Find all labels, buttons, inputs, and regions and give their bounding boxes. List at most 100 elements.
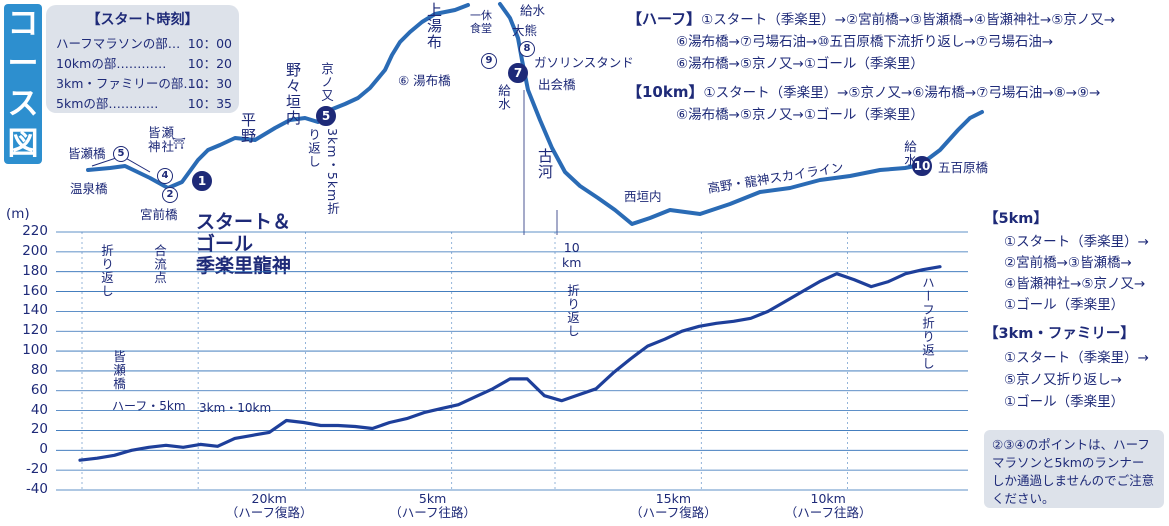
route-half-line: ⑥湯布橋→⑦弓場石油→⑩五百原橋下流折り返し→⑦弓場石油→	[676, 34, 1054, 50]
route-half-head: 【ハーフ】	[627, 10, 702, 28]
start-time-value: 10：35	[187, 96, 232, 111]
course-map-title: コ ー ス 図	[4, 4, 42, 164]
start-time-label: 3km・ファミリーの部……	[56, 76, 209, 91]
label-minase-bashi: 皆瀬橋	[68, 146, 106, 161]
start-time-row: 10kmの部………… 10：20	[56, 53, 232, 71]
route-half-line: ⑥湯布橋→⑤京ノ又→①ゴール（季楽里）	[676, 56, 924, 72]
label-kyonomata: 京ノ又	[319, 62, 334, 103]
route-3km-head: 【3km・ファミリー】	[984, 326, 1135, 342]
checkpoint-5-marker: 5	[316, 106, 336, 126]
title-char-2: ー	[7, 45, 39, 82]
start-goal-line: 季楽里龍神	[196, 255, 292, 277]
label-yufu-bashi: ⑥ 湯布橋	[398, 73, 451, 88]
start-time-row: 5kmの部………… 10：35	[56, 93, 232, 111]
checkpoint-1-marker: 1	[192, 171, 212, 191]
river-route-line	[86, 3, 470, 190]
label-miyamae-bashi: 宮前橋	[140, 207, 178, 222]
x-tick-label: 20km （ハーフ復路）	[225, 491, 313, 521]
route-half-line: ①スタート（季楽里）→②宮前橋→③皆瀬橋→④皆瀬神社→⑤京ノ又→	[701, 12, 1116, 28]
elevation-line	[78, 265, 942, 462]
title-char-4: 図	[7, 125, 39, 162]
route-5km-head: 【5km】	[984, 211, 1048, 227]
label-turn-3km-5km: 3km・5km折り返し	[306, 128, 340, 216]
y-tick-label: -40	[25, 481, 48, 497]
start-time-label: 5kmの部…………	[56, 96, 159, 111]
y-tick-label: 100	[22, 342, 48, 359]
annotation-half-5km: ハーフ・5km	[112, 399, 186, 413]
annotation-10km-turn-label: 折り返し	[565, 284, 580, 338]
start-time-label: 10kmの部…………	[56, 56, 167, 71]
note-line: ください。	[992, 491, 1055, 506]
y-tick-label: 20	[30, 421, 48, 438]
label-gas-station: ガソリンスタンド	[534, 55, 634, 70]
checkpoint-4-marker: 4	[157, 168, 173, 184]
checkpoint-7-marker: 7	[508, 63, 528, 83]
label-deai-bashi: 出会橋	[538, 77, 576, 92]
label-nishigakiuchi: 西垣内	[624, 189, 662, 204]
label-onsen-bashi: 温泉橋	[70, 181, 108, 196]
route-half: 【ハーフ】①スタート（季楽里）→②宮前橋→③皆瀬橋→④皆瀬神社→⑤京ノ又→	[627, 8, 1115, 29]
start-time-row: ハーフマラソンの部… 10：00	[56, 33, 232, 51]
route-10km-line: ①スタート（季楽里）→⑤京ノ又→⑥湯布橋→⑦弓場石油→⑧→⑨→	[703, 85, 1101, 101]
checkpoint-3-marker: 5	[113, 146, 129, 162]
shrine-icon: ⛩	[172, 137, 186, 150]
route-5km-line: ④皆瀬神社→⑤京ノ又→	[1004, 276, 1146, 292]
label-ikkyu-shokudo: 一休食堂	[470, 9, 492, 35]
route-10km-line: ⑥湯布橋→⑤京ノ又→①ゴール（季楽里）	[676, 107, 924, 123]
label-kyusui-top: 給水	[520, 3, 546, 18]
y-tick-label: 60	[30, 381, 48, 398]
title-char-1: コ	[7, 5, 39, 42]
route-3km-line: ①ゴール（季楽里）	[1004, 394, 1125, 410]
x-tick-label: 10km （ハーフ往路）	[784, 491, 872, 521]
route-3km-line: ①スタート（季楽里）→	[1004, 350, 1149, 366]
label-kyusui-mid: 給水	[496, 84, 511, 111]
y-tick-label: 120	[22, 322, 48, 339]
elevation-chart	[56, 231, 968, 491]
label-nonogakiuchi: 野々垣内	[284, 62, 302, 126]
checkpoint-9-marker: 9	[481, 53, 497, 69]
start-time-value: 10：00	[187, 36, 232, 51]
label-minase-jinja: 皆瀬神社	[148, 125, 176, 155]
title-char-3: ス	[7, 85, 39, 122]
route-10km: 【10km】①スタート（季楽里）→⑤京ノ又→⑥湯布橋→⑦弓場石油→⑧→⑨→	[627, 81, 1100, 102]
y-tick-label: 40	[30, 401, 48, 418]
start-time-value: 10：30	[187, 76, 232, 91]
route-10km-head: 【10km】	[627, 83, 704, 101]
note-line: マラソンと5kmのランナー	[992, 455, 1145, 470]
route-3km-line: ⑤京ノ又折り返し→	[1004, 372, 1122, 388]
start-time-row: 3km・ファミリーの部…… 10：30	[56, 73, 232, 91]
start-time-box: 【スタート時刻】 ハーフマラソンの部… 10：00 10kmの部………… 10：…	[46, 5, 239, 113]
label-kamiyuno: 上湯布	[425, 2, 443, 50]
route-5km-line: ①スタート（季楽里）→	[1004, 234, 1149, 250]
y-tick-label: 0	[39, 441, 48, 458]
checkpoint-10-marker: 10	[912, 156, 932, 176]
annotation-10km-turn: 10 km	[562, 240, 582, 270]
y-tick-label: 200	[22, 242, 48, 259]
y-tick-label: -20	[25, 461, 48, 478]
note-line: しか通過しませんのでご注意	[992, 473, 1155, 488]
route-5km-line: ①ゴール（季楽里）	[1004, 297, 1125, 313]
x-tick-label: 5km （ハーフ往路）	[389, 491, 476, 521]
label-okuma: 大熊	[512, 23, 538, 38]
note-box: ②③④のポイントは、ハーフ マラソンと5kmのランナー しか通過しませんのでご注…	[984, 430, 1164, 508]
start-time-label: ハーフマラソンの部…	[56, 36, 181, 51]
annotation-goryuten: 合流点	[152, 244, 167, 285]
y-tick-label: 160	[22, 282, 48, 299]
checkpoint-2-marker: 2	[162, 187, 178, 203]
start-goal-line: スタート＆	[196, 211, 292, 233]
label-iohara-bashi: 五百原橋	[938, 160, 989, 175]
chart-ylabel: (m)	[6, 206, 30, 222]
y-tick-label: 140	[22, 302, 48, 319]
y-tick-label: 80	[30, 361, 48, 378]
annotation-3km-10km: 3km・10km	[199, 401, 272, 415]
label-hirano: 平野	[239, 112, 257, 144]
checkpoint-8-marker: 8	[519, 41, 535, 57]
note-line: ②③④のポイントは、ハーフ	[992, 437, 1150, 452]
y-tick-label: 180	[22, 262, 48, 279]
annotation-minase-bashi: 皆瀬橋	[111, 350, 126, 391]
y-tick-label: 220	[22, 223, 48, 239]
annotation-half-turn: ハーフ折り返し	[920, 276, 935, 371]
start-time-value: 10：20	[187, 56, 232, 71]
start-time-title: 【スタート時刻】	[86, 12, 199, 28]
x-tick-label: 15km （ハーフ復路）	[630, 491, 717, 521]
